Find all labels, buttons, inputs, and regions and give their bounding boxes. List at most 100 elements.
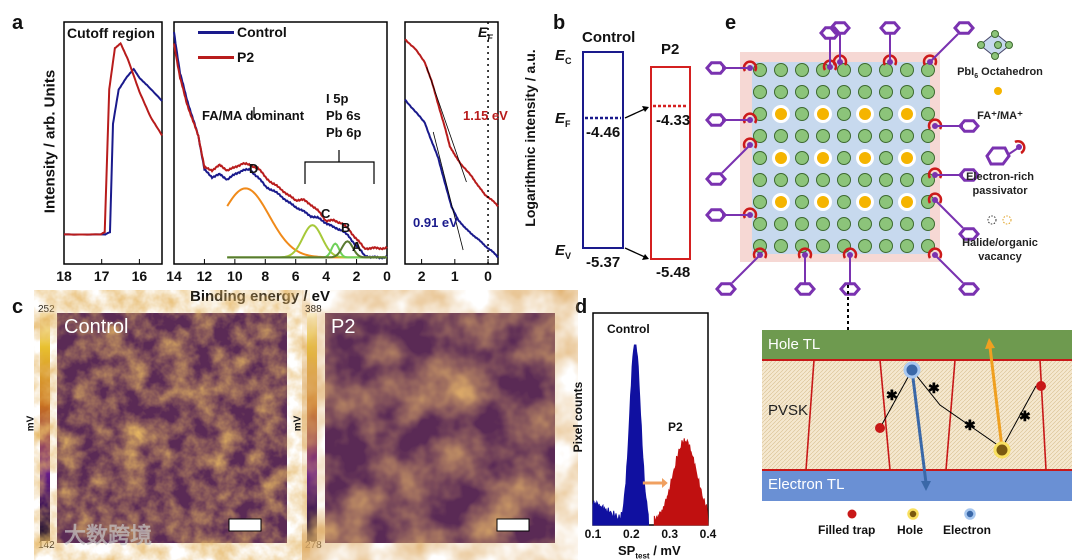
- passivator-ring: [958, 227, 980, 241]
- octahedron-iodide: [774, 217, 788, 231]
- passivator-head: [802, 252, 808, 258]
- series-p2: [173, 43, 388, 251]
- colorbar-p2: [307, 313, 317, 541]
- electron: [903, 361, 921, 379]
- cation: [859, 196, 871, 208]
- octahedron-iodide: [879, 151, 893, 165]
- octahedron-iodide: [753, 151, 767, 165]
- octahedron-iodide: [879, 85, 893, 99]
- lattice-schematic: [705, 21, 980, 296]
- passivator-head: [757, 252, 763, 258]
- plot-frame: [173, 21, 388, 265]
- b-control-title: Control: [582, 29, 636, 46]
- legend-electron: Electron: [943, 523, 992, 537]
- d-legend-control: Control: [607, 322, 650, 336]
- kpfm-map-control: [57, 313, 287, 543]
- passivator-head: [932, 123, 938, 129]
- legend-p2: P2: [237, 49, 255, 65]
- device-legend-icons: [847, 508, 976, 520]
- shift-arrow-ef: [624, 107, 648, 119]
- x-tick-label: 2: [417, 268, 426, 284]
- cation: [859, 108, 871, 120]
- octahedron-iodide: [795, 151, 809, 165]
- octahedron-iodide: [837, 151, 851, 165]
- x-tick-label: 14: [166, 268, 182, 284]
- a-ylabel: Intensity / arb. Units: [41, 69, 59, 214]
- ef-level-label: EF: [555, 110, 571, 129]
- octahedron-iodide: [879, 217, 893, 231]
- legend-hole: Hole: [897, 523, 924, 537]
- passivator-anchor: [922, 54, 938, 66]
- passivator-anchor: [842, 247, 858, 259]
- legend-vacancy: Halide/organic vacancy: [962, 237, 1038, 263]
- octahedron-iodide: [858, 173, 872, 187]
- plot-frame: [404, 21, 499, 265]
- octahedron-iodide: [816, 173, 830, 187]
- octahedron-iodide: [858, 129, 872, 143]
- octahedron-iodide: [879, 239, 893, 253]
- passivator-linker: [721, 144, 751, 174]
- a-log-plot: [404, 21, 499, 265]
- x-tick-label: 12: [196, 268, 213, 284]
- histogram-p2: [653, 438, 709, 526]
- passivator-ring: [705, 61, 727, 75]
- legend-filled-trap: Filled trap: [818, 523, 876, 537]
- plot-frame: [592, 312, 709, 526]
- trap-icon: [847, 509, 857, 519]
- hole-tl-label: Hole TL: [768, 336, 821, 353]
- svg-text:✱: ✱: [886, 387, 898, 403]
- octahedron-iodide: [858, 85, 872, 99]
- series-p2: [63, 41, 163, 236]
- cation: [859, 152, 871, 164]
- octahedron-iodide: [816, 63, 830, 77]
- octahedron-iodide: [900, 217, 914, 231]
- octahedron-iodide: [837, 129, 851, 143]
- passivator-ring: [705, 208, 727, 222]
- octahedron-iodide: [753, 195, 767, 209]
- legend-passivator: Electron-rich passivator: [966, 171, 1034, 197]
- scale-bar: [496, 518, 530, 532]
- passivator-head: [847, 252, 853, 258]
- svg-text:✱: ✱: [964, 417, 976, 433]
- cation: [775, 108, 787, 120]
- legend-swatch-control: [198, 31, 234, 34]
- colorbar-control: [40, 313, 50, 541]
- x-tick-label: 8: [261, 268, 270, 284]
- octahedron-iodide: [900, 129, 914, 143]
- x-tick-label: 0.1: [584, 527, 602, 541]
- p2-ev-value: -5.48: [656, 264, 691, 281]
- octahedron-iodide: [879, 63, 893, 77]
- plot-frame: [63, 21, 163, 265]
- ev-label: EV: [555, 242, 572, 261]
- octahedron-iodide: [921, 151, 935, 165]
- sp-histogram: [592, 312, 709, 526]
- passivator-ring: [715, 282, 737, 296]
- annotation-fa-ma: FA/MA dominant: [202, 108, 305, 123]
- passivator-anchor: [927, 247, 943, 259]
- x-tick-label: 0: [484, 268, 492, 284]
- onset-tangent-p2: [426, 66, 467, 183]
- octahedron-iodide: [900, 173, 914, 187]
- octahedron-iodide: [753, 173, 767, 187]
- passivator-head: [827, 64, 833, 70]
- octahedron-legend-icon: [977, 30, 1013, 60]
- passivator-legend-icon: [985, 140, 1026, 166]
- octahedron-iodide: [774, 85, 788, 99]
- octahedron-iodide: [774, 63, 788, 77]
- d-legend-p2: P2: [668, 420, 683, 434]
- octahedron-iodide: [921, 107, 935, 121]
- map-title-p2: P2: [331, 316, 356, 338]
- cation: [817, 152, 829, 164]
- peak-a: A: [352, 239, 362, 254]
- x-tick-label: 0: [383, 268, 391, 284]
- series-control: [173, 31, 388, 260]
- passivator-ring: [819, 26, 841, 40]
- watermark: 大数跨境: [64, 523, 153, 548]
- passivator-head: [927, 59, 933, 65]
- x-tick-label: 18: [56, 268, 72, 284]
- octahedron-iodide: [837, 63, 851, 77]
- octahedron-iodide: [837, 107, 851, 121]
- octahedron-iodide: [900, 85, 914, 99]
- series-control: [63, 67, 163, 236]
- passivator-ring: [794, 282, 816, 296]
